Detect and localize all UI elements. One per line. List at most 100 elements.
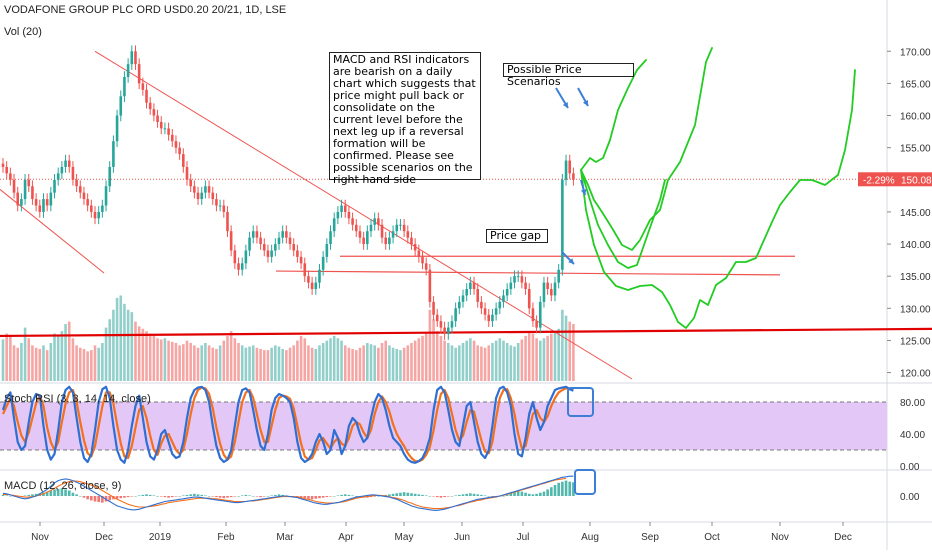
volume-bar	[145, 331, 148, 381]
volume-bar	[307, 345, 310, 381]
volume-bar	[200, 345, 204, 381]
annotation-arrowhead	[582, 100, 588, 106]
macd-histogram-bar	[310, 496, 314, 500]
macd-histogram-bar	[399, 492, 402, 496]
volume-bar	[281, 348, 284, 381]
candle-body	[222, 205, 226, 212]
macd-histogram-bar	[520, 491, 524, 496]
volume-bar	[321, 343, 325, 381]
macd-histogram-bar	[60, 488, 64, 496]
stoch-d-line	[2, 386, 574, 463]
candle-body	[354, 224, 358, 232]
macd-histogram-bar	[417, 494, 421, 496]
candle-body	[93, 211, 97, 219]
volume-bar	[572, 324, 575, 381]
macd-histogram-bar	[31, 494, 34, 496]
candle-body	[491, 314, 494, 322]
macd-histogram-bar	[145, 494, 148, 496]
volume-bar	[270, 347, 273, 381]
macd-histogram-bar	[465, 493, 468, 496]
candle-body	[380, 224, 384, 238]
volume-bar	[498, 338, 502, 381]
macd-histogram-bar	[516, 490, 520, 496]
volume-bar	[42, 345, 45, 381]
volume-bar	[399, 350, 402, 381]
macd-histogram-bar	[329, 496, 332, 497]
time-tick-label: Jun	[454, 532, 470, 543]
candle-body	[229, 231, 233, 251]
candle-body	[266, 250, 270, 257]
candle-body	[71, 166, 75, 180]
macd-histogram-bar	[53, 489, 56, 496]
candle-body	[42, 199, 45, 212]
last-price-value: 150.08	[901, 175, 932, 186]
candle-body	[56, 173, 60, 180]
candle-body	[535, 321, 538, 328]
macd-histogram-bar	[82, 496, 86, 498]
volume-bar	[185, 340, 189, 381]
volume-bar	[93, 345, 97, 381]
volume-bar	[108, 319, 112, 381]
price-gap-annotation: Price gap	[486, 229, 548, 243]
candle-body	[34, 199, 38, 206]
volume-bar	[432, 319, 435, 381]
macd-histogram-bar	[152, 495, 156, 496]
volume-bar	[531, 333, 535, 381]
volume-bar	[476, 345, 480, 381]
candle-body	[417, 250, 421, 257]
macd-histogram-bar	[391, 493, 395, 496]
macd-histogram-bar	[502, 496, 505, 497]
candle-body	[82, 192, 86, 200]
volume-bar	[244, 347, 248, 381]
candle-body	[49, 192, 53, 206]
candle-body	[340, 205, 343, 212]
candle-body	[347, 211, 351, 219]
macd-histogram-bar	[458, 494, 461, 496]
macd-histogram-bar	[215, 496, 218, 498]
volume-bar	[483, 347, 487, 381]
macd-histogram-bar	[93, 496, 97, 502]
volume-bar	[274, 345, 277, 381]
volume-bar	[134, 321, 137, 381]
volume-bar	[174, 343, 178, 381]
candle-body	[86, 199, 89, 206]
stoch-tick-label: 40.00	[900, 430, 925, 441]
volume-bar	[450, 345, 454, 381]
volume-bar	[112, 309, 115, 381]
candle-body	[156, 115, 159, 122]
candle-body	[329, 231, 332, 245]
volume-bar	[546, 335, 549, 381]
macd-histogram-bar	[196, 494, 200, 496]
candle-body	[469, 282, 472, 290]
price-tick-label: 140.00	[900, 240, 931, 251]
candle-body	[557, 269, 560, 283]
analysis-annotation: MACD and RSI indicators are bearish on a…	[329, 52, 481, 186]
volume-bar	[12, 345, 16, 381]
macd-histogram-bar	[251, 496, 255, 497]
volume-bar	[97, 347, 100, 381]
macd-histogram-bar	[428, 496, 432, 497]
volume-bar	[20, 343, 23, 381]
candle-body	[145, 89, 148, 103]
volume-bar	[343, 345, 347, 381]
candle-body	[237, 263, 240, 270]
macd-histogram-bar	[90, 496, 93, 501]
macd-histogram-bar	[23, 495, 27, 496]
time-tick-label: Oct	[704, 532, 720, 543]
candle-body	[454, 308, 457, 322]
volume-bar	[90, 350, 93, 381]
candle-body	[310, 282, 314, 290]
volume-bar	[204, 343, 207, 381]
macd-histogram-bar	[377, 496, 380, 497]
macd-histogram-bar	[130, 496, 134, 497]
candle-body	[369, 224, 373, 232]
candle-body	[38, 205, 42, 212]
volume-bar	[207, 345, 211, 381]
candle-body	[373, 218, 376, 225]
macd-histogram-bar	[307, 496, 310, 499]
volume-bar	[424, 333, 428, 381]
macd-histogram-bar	[564, 480, 568, 496]
volume-bar	[53, 333, 56, 381]
time-tick-label: Dec	[834, 532, 852, 543]
